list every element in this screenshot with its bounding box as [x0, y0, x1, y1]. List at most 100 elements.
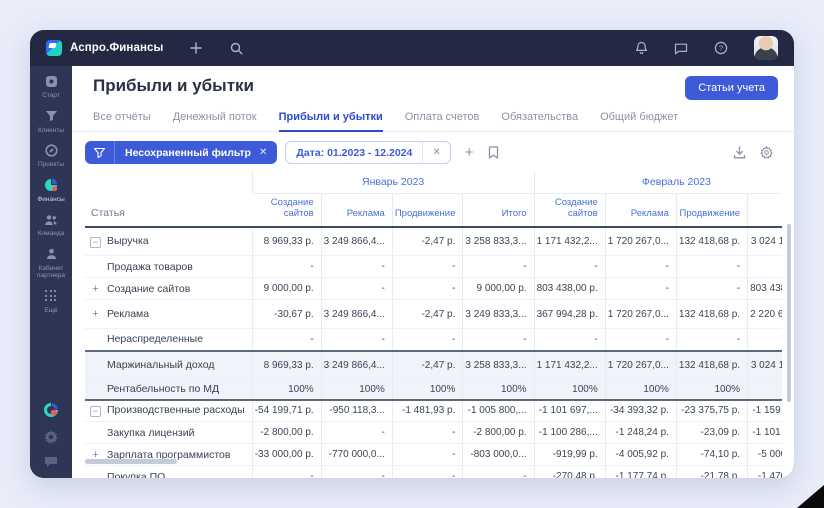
- value-cell: -: [462, 328, 535, 351]
- article-cell[interactable]: − Производственные расходы: [85, 400, 252, 422]
- table-row[interactable]: + Создание сайтов 9 000,00 р. - -9 000,00 р.…: [85, 277, 782, 300]
- remove-date-filter-icon[interactable]: ✕: [432, 147, 441, 158]
- column-header: Реклама: [320, 193, 393, 227]
- value-cell: -: [391, 255, 463, 278]
- article-cell[interactable]: Маржинальный доход: [85, 351, 252, 380]
- value-cell: -2 800,00 р.: [251, 421, 322, 444]
- support-icon[interactable]: [44, 456, 58, 468]
- settings-icon[interactable]: [760, 146, 773, 159]
- value-cell: -: [320, 328, 393, 351]
- article-label: Зарплата программистов: [107, 448, 231, 461]
- value-cell: 8 969,33 р.: [251, 350, 322, 380]
- sidebar-item-finance[interactable]: Финансы: [30, 178, 72, 204]
- table-row[interactable]: + Зарплата программистов -33 000,00 р. -770…: [85, 443, 782, 466]
- brand-logo-icon[interactable]: [43, 402, 59, 418]
- value-cell: -: [391, 465, 463, 478]
- value-cell: -: [604, 255, 677, 278]
- value-cell: -: [462, 255, 535, 278]
- sidebar-item-partner-cabinet[interactable]: Кабинет партнера: [30, 247, 72, 280]
- table-row[interactable]: Закупка лицензий -2 800,00 р. - - -2 800,00 …: [85, 421, 782, 444]
- value-cell: 132 418,68 р.: [675, 350, 748, 380]
- value-cell: -1 101 558,...: [747, 421, 782, 444]
- collapse-toggle-icon[interactable]: −: [90, 406, 101, 418]
- chat-icon[interactable]: [674, 41, 688, 55]
- vertical-scrollbar[interactable]: [787, 224, 791, 402]
- help-icon[interactable]: ?: [714, 41, 728, 55]
- column-header: Создание сайтов: [533, 193, 606, 227]
- column-header: Продвижение: [675, 193, 748, 227]
- column-header: Создание сайтов: [270, 196, 314, 219]
- expand-toggle-icon[interactable]: +: [92, 308, 99, 320]
- remove-filter-icon[interactable]: ✕: [258, 147, 268, 158]
- tab-cash-flow[interactable]: Денежный поток: [172, 111, 257, 123]
- search-icon[interactable]: [229, 41, 243, 55]
- plus-icon[interactable]: [189, 41, 203, 55]
- tab-general-budget[interactable]: Общий бюджет: [600, 111, 679, 123]
- expand-toggle-icon[interactable]: +: [92, 448, 99, 461]
- date-filter-chip[interactable]: Дата: 01.2023 - 12.2024 ✕: [285, 141, 451, 164]
- bell-icon[interactable]: [634, 41, 648, 55]
- table-row[interactable]: Покупка ПО - - - - -270,48 р. -1 177,74 р. -21,…: [85, 465, 782, 479]
- sidebar-item-more[interactable]: Ещё: [30, 289, 72, 315]
- tab-liabilities[interactable]: Обязательства: [501, 111, 579, 123]
- value-cell: -34 393,32 р.: [604, 399, 677, 422]
- table-row[interactable]: Рентабельность по МД 100% 100% 100% 100% 100%…: [85, 379, 782, 400]
- column-header: Итого: [462, 193, 535, 227]
- table-row[interactable]: + Реклама -30,67 р. 3 249 866,4... -2,47 р. 3…: [85, 299, 782, 329]
- value-cell: 1 171 432,2...: [533, 350, 606, 380]
- value-cell: -1 177,74 р.: [604, 465, 677, 478]
- value-cell: 100%: [604, 379, 677, 400]
- team-icon: [44, 212, 59, 227]
- unsaved-filter-pill[interactable]: Несохраненный фильтр ✕: [85, 141, 278, 164]
- value-cell: 100%: [462, 379, 535, 400]
- accounting-articles-button[interactable]: Статьи учета: [685, 76, 778, 100]
- compass-icon: [44, 143, 59, 158]
- value-cell: -2,47 р.: [391, 299, 463, 329]
- value-cell: -4 005,92 р.: [604, 443, 677, 466]
- value-cell: -54 199,71 р.: [251, 399, 322, 422]
- horizontal-scrollbar[interactable]: [85, 459, 177, 464]
- value-cell: 3 258 833,3...: [462, 350, 535, 380]
- value-cell: -1 248,24 р.: [604, 421, 677, 444]
- value-cell: -: [533, 255, 606, 278]
- sidebar-item-clients[interactable]: Клиенты: [30, 109, 72, 135]
- table-row[interactable]: − Выручка 8 969,33 р. 3 249 866,4... -2,47 р…: [85, 226, 782, 256]
- bookmark-icon[interactable]: [488, 146, 499, 159]
- expand-toggle-icon[interactable]: +: [92, 282, 99, 295]
- sidebar-item-start[interactable]: Старт: [30, 74, 72, 100]
- tab-invoice-payment[interactable]: Оплата счетов: [404, 111, 480, 123]
- article-cell[interactable]: − Выручка: [85, 227, 252, 256]
- article-cell[interactable]: Нераспределенные: [85, 329, 252, 351]
- add-filter-icon[interactable]: +: [464, 144, 474, 161]
- value-cell: 3 249 866,4...: [320, 299, 393, 329]
- value-cell: -: [747, 328, 782, 351]
- value-cell: -23 375,75 р.: [675, 399, 748, 422]
- value-cell: 3 024 118,0...: [747, 350, 782, 380]
- article-cell[interactable]: + Создание сайтов: [85, 278, 252, 300]
- table-row[interactable]: Продажа товаров--------278 000,00 р.: [85, 255, 782, 278]
- download-icon[interactable]: [733, 146, 746, 159]
- table-row[interactable]: Нераспределенные--------57 550,00 р.: [85, 328, 782, 351]
- gear-icon[interactable]: [44, 430, 58, 444]
- article-cell[interactable]: Рентабельность по МД: [85, 380, 252, 400]
- article-cell[interactable]: Закупка лицензий: [85, 422, 252, 444]
- value-cell: -: [604, 328, 677, 351]
- tab-all-reports[interactable]: Все отчёты: [93, 111, 151, 123]
- user-avatar[interactable]: [754, 36, 778, 60]
- table-row[interactable]: Маржинальный доход 8 969,33 р. 3 249 866,4…: [85, 350, 782, 380]
- table-row[interactable]: − Производственные расходы -54 199,71 р. -9…: [85, 399, 782, 422]
- article-cell[interactable]: + Зарплата программистов: [85, 444, 252, 466]
- value-cell: 1 171 432,2...: [533, 226, 606, 256]
- sidebar-item-team[interactable]: Команда: [30, 212, 72, 238]
- article-cell[interactable]: + Реклама: [85, 300, 252, 329]
- sidebar-item-projects[interactable]: Проекты: [30, 143, 72, 169]
- sidebar: Старт Клиенты Проекты Финансы: [30, 66, 72, 478]
- value-cell: -: [320, 421, 393, 444]
- article-cell[interactable]: Продажа товаров: [85, 256, 252, 278]
- collapse-toggle-icon[interactable]: −: [90, 236, 101, 248]
- value-cell: -: [320, 465, 393, 478]
- tab-profit-loss[interactable]: Прибыли и убытки: [278, 107, 383, 132]
- app-name: Аспро.Финансы: [70, 42, 164, 54]
- article-cell[interactable]: Покупка ПО: [85, 466, 252, 479]
- report-tabs: Все отчёты Денежный поток Прибыли и убыт…: [72, 107, 794, 132]
